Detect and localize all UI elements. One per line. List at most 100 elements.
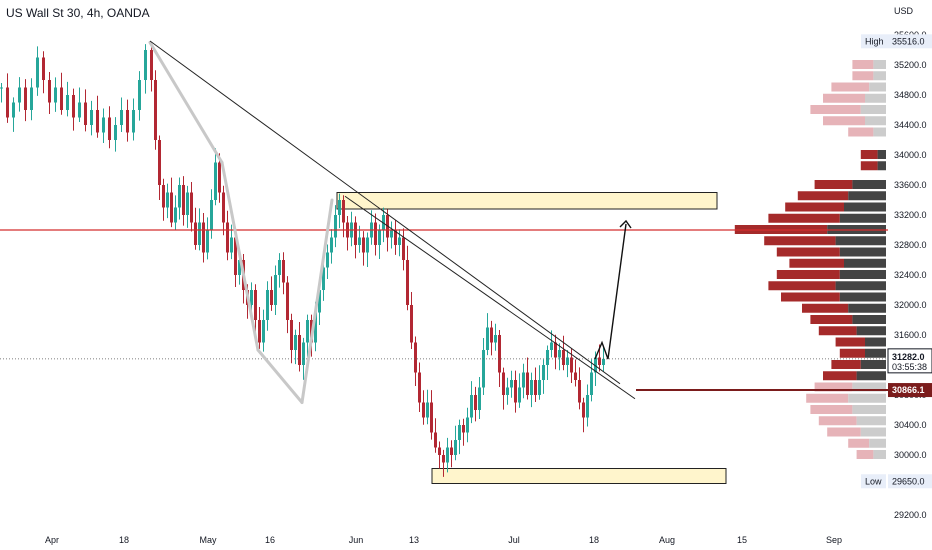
x-tick-label: May	[199, 535, 217, 545]
candle-body	[174, 207, 177, 223]
candle-body	[24, 87, 27, 110]
candle-body	[254, 290, 257, 320]
candle-body	[238, 260, 241, 275]
candle-body	[526, 372, 529, 395]
candle-body	[166, 192, 169, 208]
candle-body	[374, 222, 377, 245]
volume-bar-buy	[839, 270, 886, 279]
candle-body	[450, 447, 453, 455]
candle-body	[590, 372, 593, 395]
x-tick-label: 13	[409, 535, 419, 545]
current-price: 31282.0	[892, 352, 925, 362]
volume-bar-sell	[823, 371, 857, 381]
candle-body	[378, 230, 381, 245]
candle-body	[474, 395, 477, 410]
candle-body	[298, 335, 301, 365]
annotation-lines	[0, 40, 888, 404]
candle-body	[458, 425, 461, 440]
candle-body	[154, 80, 157, 140]
volume-bar-sell	[768, 213, 840, 223]
candle-body	[494, 335, 497, 343]
volume-bar-buy	[869, 438, 886, 448]
volume-bar-buy	[860, 427, 886, 437]
chart-title: US Wall St 30, 4h, OANDA	[6, 6, 150, 20]
candle-body	[394, 230, 397, 245]
x-tick-label: 15	[737, 535, 747, 545]
volume-bar-sell	[776, 270, 840, 279]
candle-body	[6, 87, 9, 118]
volume-bar-buy	[865, 337, 886, 347]
candle-body	[578, 380, 581, 403]
candle-body	[262, 320, 265, 343]
candle-body	[126, 110, 129, 133]
candle-body	[318, 290, 321, 313]
volume-bar-buy	[873, 127, 886, 137]
candle-body	[418, 372, 421, 403]
candle-body	[302, 342, 305, 365]
arrow-head	[619, 219, 632, 229]
candle-body	[514, 380, 517, 403]
candle-body	[382, 215, 385, 230]
volume-bar-sell	[814, 382, 853, 392]
candle-body	[486, 327, 489, 350]
volume-bar-buy	[848, 191, 886, 201]
candle-body	[206, 230, 209, 253]
candle-body	[326, 252, 329, 268]
current-price-bg	[887, 348, 932, 374]
volume-bar-buy	[839, 292, 886, 302]
volume-bar-buy	[860, 360, 886, 369]
volume-bar-buy	[848, 393, 886, 403]
volume-bar-sell	[848, 127, 874, 137]
candle-body	[60, 87, 63, 110]
low-value: 29650.0	[892, 476, 925, 486]
volume-bar-sell	[781, 292, 840, 302]
price-axis: USD35600.035200.034800.034400.034000.033…	[861, 6, 932, 520]
x-tick-label: Apr	[45, 535, 59, 545]
countdown: 03:55:38	[892, 362, 927, 372]
volume-bar-sell	[810, 405, 853, 414]
candle-body	[558, 350, 561, 358]
candle-body	[278, 260, 281, 275]
high-value: 35516.0	[892, 36, 925, 46]
candle-body	[398, 237, 401, 245]
zones	[336, 192, 727, 484]
volume-bar-buy	[877, 161, 886, 171]
candle-body	[562, 350, 565, 365]
candle-body	[214, 162, 217, 200]
candle-body	[402, 237, 405, 260]
y-tick-label: 35200.0	[894, 60, 927, 70]
low-label: Low	[865, 476, 882, 486]
candle-body	[534, 380, 537, 395]
volume-bar-buy	[856, 371, 886, 381]
candle-body	[120, 110, 123, 125]
candle-body	[282, 260, 285, 283]
volume-bar-sell	[785, 202, 844, 212]
candle-body	[538, 380, 541, 395]
candle-body	[586, 395, 589, 418]
candle-body	[190, 192, 193, 223]
y-tick-label: 34400.0	[894, 120, 927, 130]
y-tick-label: 34000.0	[894, 150, 927, 160]
volume-bar-sell	[835, 337, 865, 347]
candle-body	[330, 237, 333, 253]
candle-body	[506, 387, 509, 395]
candle-body	[490, 327, 493, 343]
volume-bar-buy	[839, 213, 886, 223]
x-tick-label: 16	[265, 535, 275, 545]
candle-body	[234, 237, 237, 275]
volume-bar-buy	[865, 116, 886, 126]
volume-bar-buy	[852, 315, 886, 324]
candle-body	[342, 200, 345, 223]
trendline-upper	[149, 40, 621, 385]
volume-bar-buy	[835, 236, 886, 246]
candle-body	[366, 237, 369, 253]
candle-body	[594, 357, 597, 373]
candle-body	[430, 402, 433, 433]
candle-body	[150, 50, 153, 80]
candle-body	[132, 110, 135, 133]
candle-body	[138, 80, 141, 110]
candles	[0, 42, 605, 477]
candle-body	[178, 185, 181, 208]
candle-body	[530, 380, 533, 395]
